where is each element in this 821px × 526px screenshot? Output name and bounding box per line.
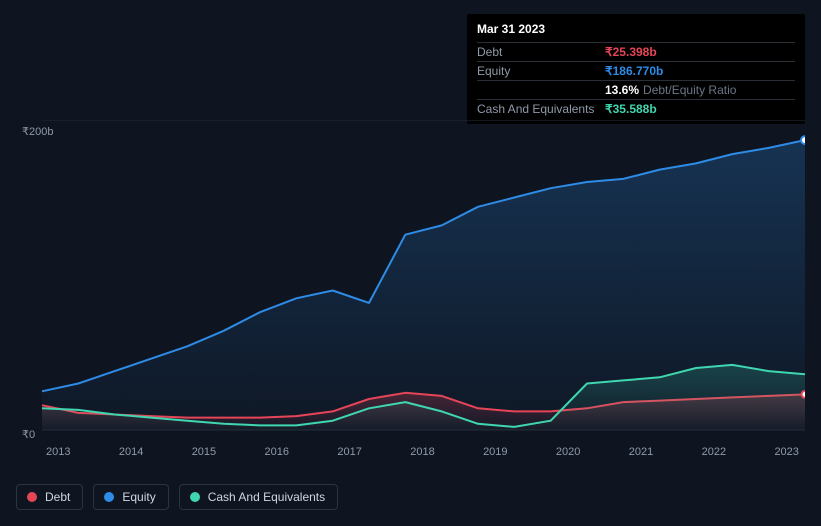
x-axis-tick: 2020 <box>556 446 580 458</box>
x-axis-tick: 2015 <box>192 446 216 458</box>
tooltip-equity-value: ₹186.770b <box>605 64 663 78</box>
tooltip-ratio: 13.6% Debt/Equity Ratio <box>605 83 736 97</box>
tooltip-ratio-pct: 13.6% <box>605 83 639 97</box>
x-axis-tick: 2022 <box>702 446 726 458</box>
x-axis-labels: 2013 2014 2015 2016 2017 2018 2019 2020 2021 2022… <box>40 446 805 458</box>
x-axis-tick: 2014 <box>119 446 143 458</box>
circle-icon <box>27 492 37 502</box>
legend: Debt Equity Cash And Equivalents <box>16 484 338 510</box>
tooltip-cash-label: Cash And Equivalents <box>477 102 605 116</box>
x-axis-tick: 2023 <box>774 446 798 458</box>
tooltip-debt-value: ₹25.398b <box>605 45 657 59</box>
x-axis-tick: 2016 <box>265 446 289 458</box>
x-axis-tick: 2021 <box>629 446 653 458</box>
legend-cash-label: Cash And Equivalents <box>208 490 325 504</box>
legend-debt-label: Debt <box>45 490 70 504</box>
x-axis-tick: 2019 <box>483 446 507 458</box>
tooltip-row-equity: Equity ₹186.770b <box>477 61 795 80</box>
tooltip-row-ratio: 13.6% Debt/Equity Ratio <box>477 80 795 99</box>
x-axis-tick: 2017 <box>337 446 361 458</box>
legend-item-equity[interactable]: Equity <box>93 484 168 510</box>
chart-area[interactable] <box>16 120 805 460</box>
tooltip-date: Mar 31 2023 <box>477 20 795 42</box>
tooltip-ratio-label: Debt/Equity Ratio <box>643 83 736 97</box>
tooltip-debt-label: Debt <box>477 45 605 59</box>
x-axis-tick: 2018 <box>410 446 434 458</box>
tooltip-ratio-spacer <box>477 83 605 97</box>
circle-icon <box>190 492 200 502</box>
legend-equity-label: Equity <box>122 490 155 504</box>
legend-item-debt[interactable]: Debt <box>16 484 83 510</box>
chart-tooltip: Mar 31 2023 Debt ₹25.398b Equity ₹186.77… <box>467 14 805 124</box>
legend-item-cash[interactable]: Cash And Equivalents <box>179 484 338 510</box>
tooltip-row-cash: Cash And Equivalents ₹35.588b <box>477 99 795 118</box>
chart-svg <box>16 120 805 460</box>
x-axis-tick: 2013 <box>46 446 70 458</box>
tooltip-cash-value: ₹35.588b <box>605 102 657 116</box>
tooltip-row-debt: Debt ₹25.398b <box>477 42 795 61</box>
circle-icon <box>104 492 114 502</box>
tooltip-equity-label: Equity <box>477 64 605 78</box>
